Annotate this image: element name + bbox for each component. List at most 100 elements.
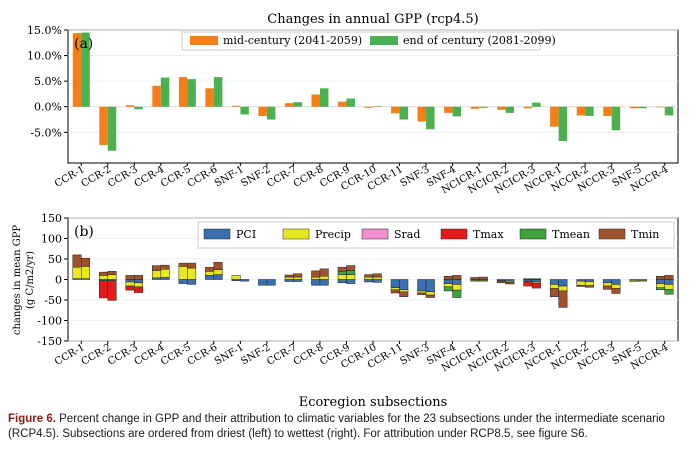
bar-b-mid-Tmin-CCR-11 [390, 289, 400, 294]
bar-a-mid-SNF-4 [444, 106, 453, 113]
bar-b-end-Tmin-NCICR-3 [531, 278, 541, 280]
a-ytick-label: 15.0% [27, 24, 62, 37]
bar-b-end-Tmin-NCICR-2 [505, 282, 515, 285]
bar-a-mid-NCCR-1 [550, 106, 559, 127]
bar-b-end-Precip-NCCR-3 [611, 284, 621, 289]
panel-a-label: (a) [74, 36, 93, 52]
legend-b: PCI Precip Srad Tmax Tmean Tmin [197, 221, 675, 249]
legend-b-frame [197, 221, 675, 249]
b-ytick-label: -100 [37, 315, 62, 328]
bar-a-mid-CCR-2 [99, 106, 108, 146]
bar-a-mid-CCR-1 [72, 33, 82, 107]
bar-b-end-Tmin-CCR-10 [372, 273, 382, 278]
bar-b-mid-Precip-CCR-9 [337, 274, 347, 280]
bar-b-end-Tmin-NCICR-1 [478, 276, 488, 280]
bar-b-mid-Precip-CCR-6 [205, 271, 215, 276]
legend-b-swatch-Tmean [519, 228, 547, 240]
bar-b-end-Tmean-CCR-9 [346, 270, 356, 275]
bar-b-end-Tmin-NCCR-2 [584, 285, 594, 288]
bar-b-end-PCI-CCR-8 [319, 279, 329, 286]
a-xtick-label: SNF-3 [398, 164, 431, 189]
bar-b-mid-PCI-CCR-11 [390, 279, 400, 288]
b-xtick-label: SNF-3 [398, 342, 431, 367]
legend-b-swatch-Srad [361, 228, 389, 240]
bar-b-mid-Tmin-NCICR-2 [496, 281, 506, 284]
bar-b-end-Tmin-SNF-4 [452, 275, 462, 280]
bar-b-mid-Tmax-NCICR-3 [523, 281, 533, 287]
b-ytick-label: -150 [37, 335, 62, 348]
bar-b-mid-Precip-NCCR-4 [656, 283, 665, 288]
bar-a-mid-SNF-1 [231, 105, 241, 107]
bar-b-end-Tmin-NCCR-3 [611, 288, 621, 294]
bar-a-mid-CCR-11 [391, 106, 400, 114]
legend-a-swatch-1 [370, 36, 398, 45]
bar-b-mid-PCI-CCR-8 [311, 279, 321, 286]
bar-b-mid-Precip-SNF-1 [231, 275, 241, 280]
bar-a-end-NCCR-4 [664, 106, 674, 116]
bar-b-end-PCI-CCR-3 [134, 279, 144, 284]
bar-b-end-Precip-SNF-4 [452, 284, 462, 291]
bar-b-mid-Precip-SNF-3 [417, 290, 427, 294]
bar-b-end-Precip-SNF-3 [425, 291, 435, 296]
bar-b-mid-Tmin-CCR-7 [284, 274, 294, 278]
legend-b-label-Tmin: Tmin [631, 228, 659, 241]
bar-a-end-NCICR-2 [505, 106, 515, 113]
legend-b-swatch-Tmax [440, 228, 468, 240]
panel-b-xlabel: Ecoregion subsections [299, 395, 448, 410]
bar-b-end-PCI-SNF-3 [425, 279, 435, 293]
bar-b-mid-Tmean-NCCR-4 [656, 287, 665, 291]
bar-a-end-NCCR-3 [611, 106, 621, 131]
bar-b-mid-Tmax-CCR-2 [99, 280, 109, 299]
bar-b-end-PCI-CCR-5 [187, 279, 197, 285]
bar-b-end-Tmin-CCR-1 [81, 257, 90, 267]
bar-b-mid-Precip-CCR-8 [311, 276, 321, 280]
bar-a-mid-CCR-8 [311, 94, 320, 107]
bar-b-end-PCI-CCR-7 [293, 279, 303, 282]
bar-b-mid-PCI-SNF-3 [417, 279, 427, 292]
bar-b-mid-Precip-CCR-2 [99, 275, 109, 280]
bar-a-end-SNF-4 [452, 106, 462, 117]
bar-b-end-PCI-NCCR-4 [664, 279, 674, 285]
bar-b-mid-Precip-NCCR-2 [576, 280, 586, 286]
bar-a-end-SNF-5 [638, 106, 647, 109]
bar-b-end-Precip-CCR-11 [399, 289, 409, 293]
bar-a-mid-NCICR-1 [470, 106, 480, 109]
bar-b-mid-Tmin-NCCR-4 [656, 275, 665, 280]
b-ytick-label: 0 [55, 274, 62, 287]
bar-b-mid-PCI-SNF-4 [443, 279, 453, 284]
legend-b-label-PCI: PCI [236, 228, 256, 241]
bar-b-mid-Tmin-CCR-8 [311, 270, 321, 278]
bar-b-end-PCI-SNF-1 [240, 279, 250, 282]
bar-b-end-Precip-CCR-9 [346, 274, 356, 280]
bar-a-end-NCICR-3 [532, 102, 541, 107]
bar-b-mid-Tmin-NCCR-3 [602, 285, 612, 290]
legend-b-label-Tmean: Tmean [552, 228, 590, 241]
bar-b-mid-Precip-CCR-4 [152, 270, 162, 279]
bar-b-end-Precip-SNF-5 [637, 280, 647, 282]
bar-a-end-CCR-10 [373, 106, 382, 107]
bar-b-end-Precip-NCCR-1 [558, 285, 568, 292]
bar-b-mid-PCI-CCR-10 [364, 279, 374, 283]
bar-b-mid-Tmin-NCCR-2 [576, 284, 586, 287]
bar-b-mid-PCI-CCR-5 [178, 279, 188, 284]
bar-a-mid-SNF-2 [258, 106, 267, 116]
bar-b-end-PCI-SNF-2 [266, 279, 276, 286]
bar-b-mid-Precip-CCR-10 [364, 276, 374, 280]
bar-b-end-PCI-NCICR-3 [531, 279, 541, 283]
bar-b-end-Tmean-NCCR-4 [664, 289, 674, 295]
bar-a-mid-CCR-6 [205, 88, 214, 107]
bar-a-mid-CCR-9 [337, 101, 347, 107]
bar-a-end-NCICR-1 [479, 106, 488, 108]
bar-a-end-CCR-2 [107, 106, 117, 151]
bar-a-end-CCR-5 [187, 79, 196, 107]
panel-b-label: (b) [74, 224, 94, 240]
caption-label: Figure 6. [8, 413, 56, 425]
bar-b-end-Precip-CCR-2 [107, 274, 117, 280]
bar-b-mid-Precip-CCR-5 [178, 266, 188, 280]
bar-b-mid-PCI-NCCR-3 [602, 279, 612, 284]
a-ytick-label: 5.0% [34, 75, 62, 88]
bar-b-end-Tmin-CCR-5 [187, 262, 197, 269]
bar-a-mid-CCR-7 [284, 103, 294, 107]
bar-a-mid-CCR-5 [178, 77, 188, 107]
